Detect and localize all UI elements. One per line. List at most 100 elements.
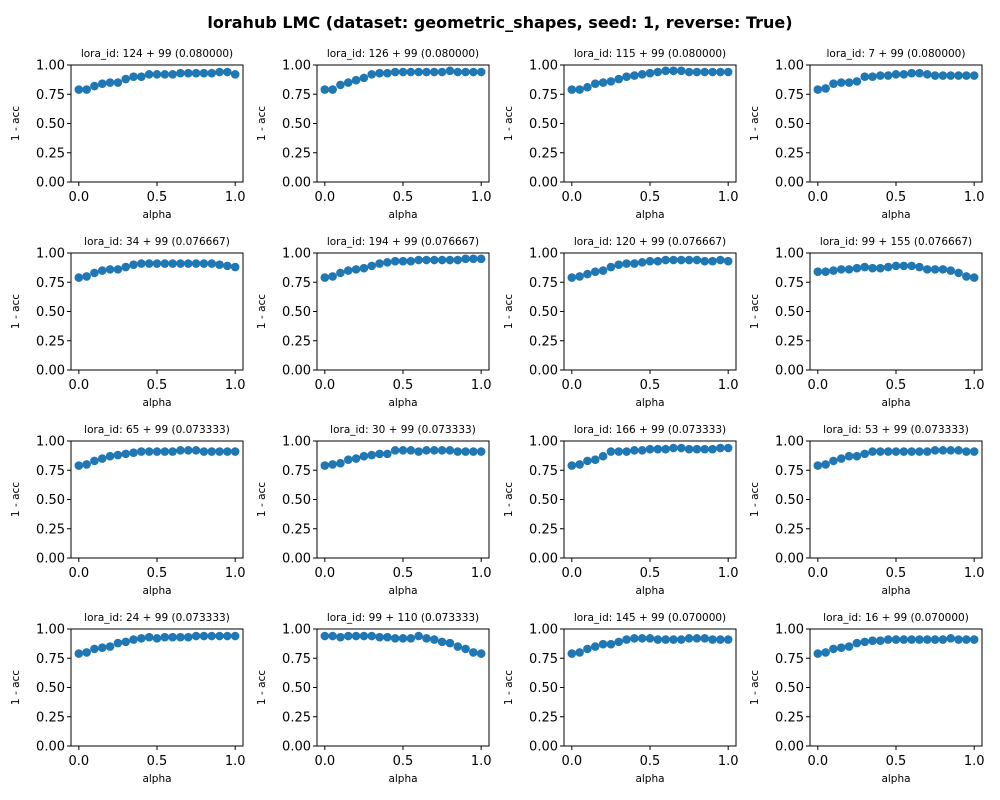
y-tick-label: 0.50: [529, 117, 558, 132]
data-point: [614, 74, 624, 84]
data-point: [160, 632, 170, 642]
data-point: [899, 635, 909, 644]
data-point: [661, 635, 670, 644]
data-point: [328, 272, 337, 281]
data-point: [575, 460, 584, 469]
y-tick-label: 0.75: [529, 464, 558, 479]
data-point: [453, 255, 463, 265]
y-tick-label: 0.00: [529, 552, 558, 567]
y-tick-label: 0.25: [529, 522, 558, 537]
y-tick-label: 1.00: [529, 623, 558, 638]
data-point: [962, 447, 971, 456]
data-point: [716, 67, 725, 77]
data-point: [105, 642, 115, 651]
data-point: [343, 266, 353, 275]
subplot: lora_id: 34 + 99 (0.076667) 0.00 0.25 0.50 0…: [10, 236, 246, 409]
y-tick-label: 0.00: [775, 176, 804, 191]
data-point: [883, 262, 893, 272]
data-point: [962, 71, 971, 80]
y-axis-label: 1 - acc: [749, 670, 761, 705]
data-point: [876, 447, 885, 456]
data-point: [907, 68, 916, 78]
data-point: [567, 461, 577, 470]
y-tick-label: 1.00: [775, 435, 804, 450]
data-point: [183, 632, 193, 642]
data-point: [414, 67, 423, 77]
data-point: [160, 259, 170, 268]
data-point: [645, 444, 655, 454]
y-tick-label: 0.00: [282, 364, 311, 379]
data-point: [583, 82, 592, 92]
data-point: [367, 631, 377, 641]
axes-frame: [70, 440, 244, 559]
data-point: [422, 446, 431, 455]
data-point: [716, 255, 725, 265]
axes-frame: [809, 440, 983, 559]
data-point: [183, 68, 193, 78]
x-tick-label: 0.0: [807, 190, 828, 205]
data-point: [938, 71, 948, 80]
data-point: [144, 70, 154, 79]
data-point: [645, 68, 655, 78]
data-point: [700, 634, 710, 643]
y-axis-label: 1 - acc: [503, 294, 515, 329]
data-point: [716, 443, 725, 453]
y-tick-label: 0.25: [529, 146, 558, 161]
data-point: [836, 78, 846, 87]
data-point: [183, 446, 193, 455]
data-point: [74, 461, 84, 470]
y-tick-label: 0.00: [36, 740, 65, 755]
data-point: [669, 443, 678, 453]
y-tick-label: 0.50: [775, 493, 804, 508]
data-point: [199, 447, 209, 456]
x-axis-label: alpha: [142, 585, 171, 597]
data-point: [129, 635, 138, 644]
subplot: lora_id: 24 + 99 (0.073333) 0.00 0.25 0.50 0…: [10, 612, 246, 785]
data-point: [821, 84, 830, 93]
y-tick-label: 1.00: [529, 435, 558, 450]
subplot-title: lora_id: 126 + 99 (0.080000): [327, 48, 479, 60]
data-point: [637, 258, 647, 267]
x-tick-label: 0.5: [640, 378, 661, 393]
data-point: [359, 263, 369, 273]
y-axis-label: 1 - acc: [10, 294, 22, 329]
data-point: [813, 85, 823, 94]
x-tick-label: 1.0: [718, 190, 739, 205]
y-axis-label: 1 - acc: [503, 106, 515, 141]
x-tick-label: 0.0: [314, 566, 335, 581]
data-point: [930, 446, 940, 455]
data-point: [437, 637, 447, 647]
y-tick-label: 0.25: [36, 710, 65, 725]
data-point: [105, 78, 115, 87]
axes-frame: [316, 252, 490, 371]
subplot-title: lora_id: 34 + 99 (0.076667): [84, 236, 230, 248]
data-point: [223, 67, 232, 77]
x-tick-label: 0.5: [393, 754, 414, 769]
data-point: [969, 635, 979, 644]
y-tick-label: 0.50: [36, 305, 65, 320]
data-point: [359, 451, 369, 461]
data-point: [383, 449, 392, 459]
data-point: [129, 72, 138, 81]
data-point: [692, 255, 702, 265]
data-point: [813, 267, 823, 277]
axes-frame: [70, 252, 244, 371]
data-point: [954, 446, 963, 455]
data-point: [567, 273, 577, 282]
data-point: [954, 71, 963, 80]
data-point: [946, 71, 956, 80]
y-tick-label: 0.75: [282, 652, 311, 667]
axes-frame: [809, 252, 983, 371]
x-tick-label: 0.0: [314, 190, 335, 205]
y-tick-label: 0.50: [529, 493, 558, 508]
data-point: [723, 256, 733, 266]
data-point: [930, 71, 940, 80]
data-point: [598, 78, 608, 87]
x-tick-label: 1.0: [964, 190, 985, 205]
data-point: [630, 259, 639, 268]
data-point: [891, 70, 901, 79]
data-point: [891, 447, 901, 456]
data-point: [176, 259, 185, 268]
data-point: [168, 632, 177, 642]
data-point: [207, 447, 217, 456]
